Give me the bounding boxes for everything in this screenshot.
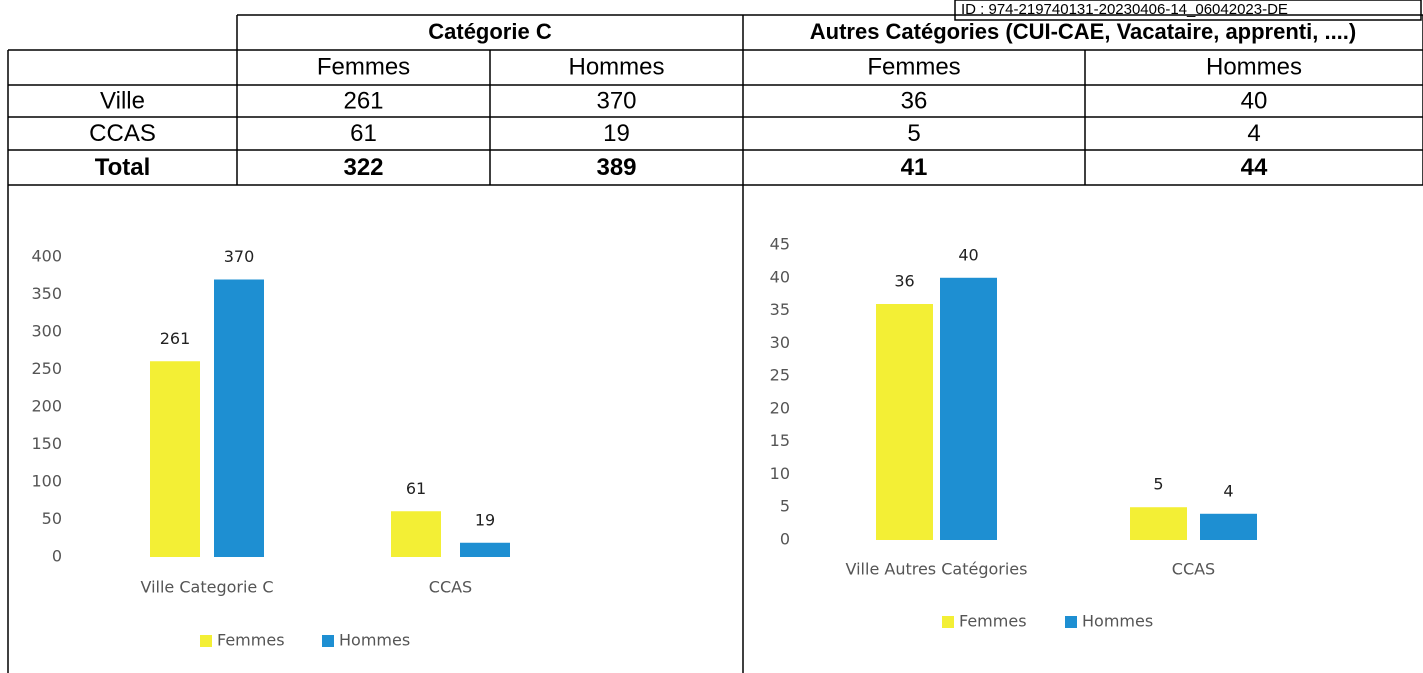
stamp: ID : 974-219740131-20230406-14_06042023-… [961,1,1288,18]
y-tick-label: 40 [770,267,790,286]
y-tick-label: 20 [770,398,790,417]
y-tick-label: 0 [780,530,790,549]
table-cell: Total [95,154,151,181]
column-header: Hommes [568,53,664,80]
y-tick-label: 0 [52,547,62,566]
data-label: 61 [406,479,426,498]
y-tick-label: 35 [770,300,790,319]
x-tick-label: CCAS [429,578,472,597]
y-tick-label: 5 [780,497,790,516]
y-tick-label: 15 [770,431,790,450]
group-header: Autres Catégories (CUI-CAE, Vacataire, a… [810,19,1356,44]
bar [1200,513,1257,540]
legend-label: Femmes [217,631,285,650]
table-cell: 389 [596,154,636,181]
legend-label: Femmes [959,612,1027,631]
table-cell: 40 [1241,87,1268,114]
y-tick-label: 30 [770,333,790,352]
bar [150,361,200,557]
y-tick-label: 45 [770,235,790,254]
legend-label: Hommes [1082,612,1153,631]
data-label: 5 [1153,475,1163,494]
data-label: 4 [1223,481,1233,500]
bar [1130,507,1187,540]
table-cell: 261 [343,87,383,114]
table-cell: Ville [100,87,145,114]
bar [214,279,264,557]
x-tick-label: Ville Categorie C [140,578,273,597]
x-tick-label: CCAS [1172,560,1215,579]
table-cell: 36 [901,87,928,114]
data-label: 19 [475,510,495,529]
data-label: 40 [958,245,978,264]
bar [876,304,933,540]
y-tick-label: 50 [42,509,62,528]
data-label: 36 [894,272,914,291]
x-tick-label: Ville Autres Catégories [846,560,1028,579]
y-tick-label: 25 [770,366,790,385]
table-cell: 4 [1247,120,1260,147]
y-tick-label: 100 [31,472,62,491]
legend-swatch [322,635,334,647]
data-label: 261 [160,329,191,348]
table-cell: 322 [343,154,383,181]
table-cell: 41 [901,154,928,181]
table-cell: 5 [907,120,920,147]
y-tick-label: 300 [31,322,62,341]
y-tick-label: 150 [31,434,62,453]
data-label: 370 [224,247,255,266]
table-cell: 44 [1241,154,1268,181]
legend-label: Hommes [339,631,410,650]
y-tick-label: 400 [31,247,62,266]
legend-swatch [942,616,954,628]
table-cell: 19 [603,120,630,147]
y-tick-label: 350 [31,284,62,303]
table-cell: 370 [596,87,636,114]
legend-swatch [200,635,212,647]
legend-swatch [1065,616,1077,628]
table-cell: 61 [350,120,377,147]
bar [460,542,510,557]
y-tick-label: 10 [770,464,790,483]
bar [940,277,997,540]
column-header: Femmes [317,53,410,80]
column-header: Hommes [1206,53,1302,80]
table-cell: CCAS [89,120,156,147]
column-header: Femmes [867,53,960,80]
bar [391,511,441,557]
group-header: Catégorie C [428,19,552,44]
y-tick-label: 250 [31,359,62,378]
y-tick-label: 200 [31,397,62,416]
